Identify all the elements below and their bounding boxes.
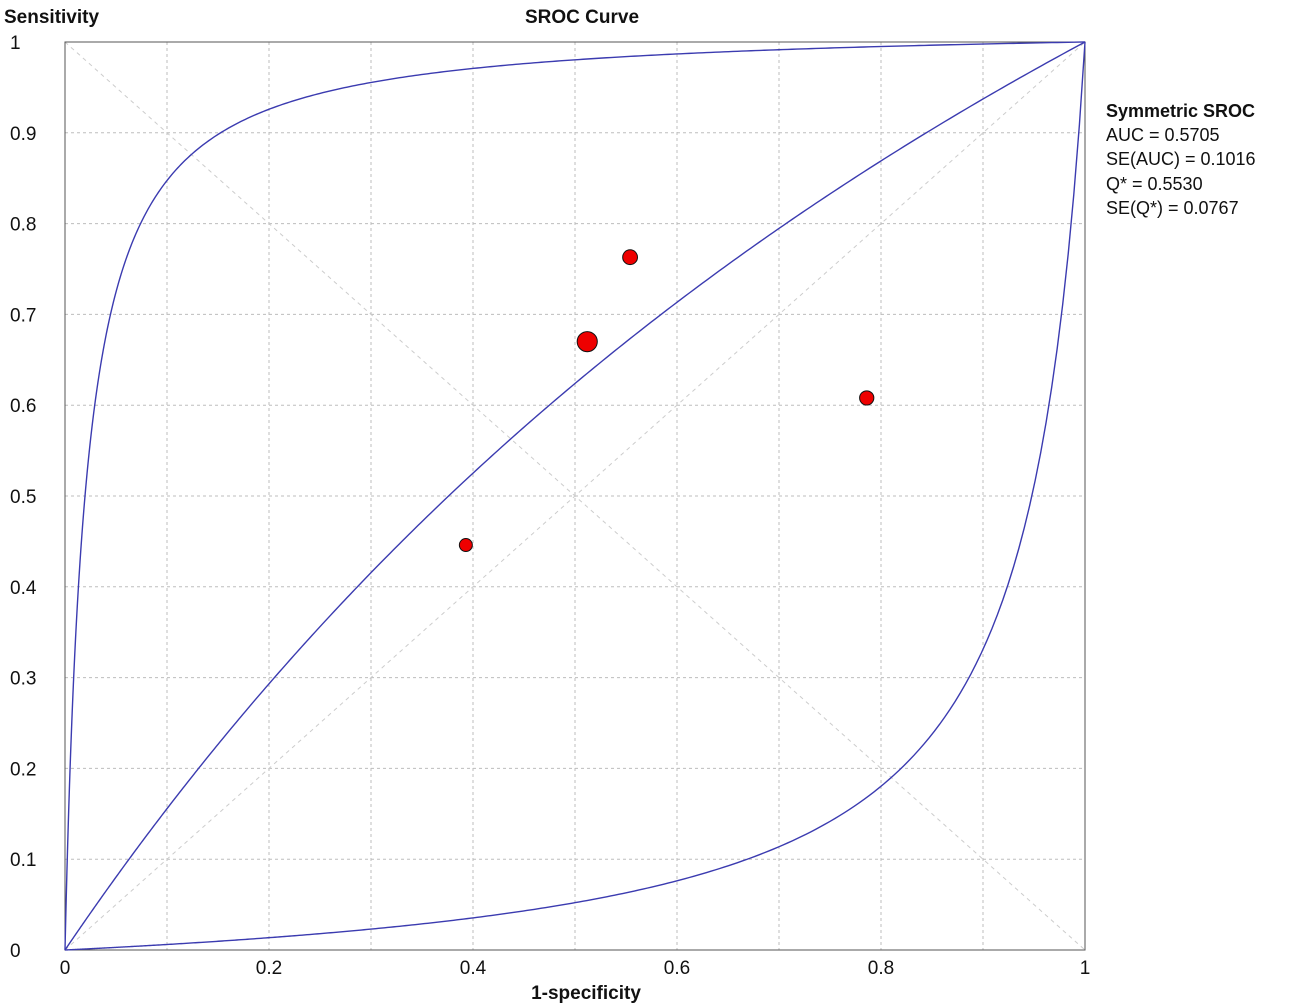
sroc-curve	[64, 41, 1086, 951]
y-tick-label: 0.2	[10, 759, 36, 780]
y-tick-label: 0.3	[10, 669, 36, 690]
legend-title: Symmetric SROC	[1106, 101, 1255, 121]
q-star-diagonal	[64, 41, 1086, 951]
y-tick-label: 0.8	[10, 215, 36, 236]
study-points	[458, 249, 875, 553]
upper-bound-curve	[64, 41, 1086, 950]
chart-title: SROC Curve	[525, 7, 639, 28]
y-tick-labels: 0 0.1 0.2 0.3 0.4 0.5 0.6 0.7 0.8 0.9 1	[10, 33, 37, 962]
study-point-3	[622, 249, 638, 266]
y-tick-label: 0.7	[10, 305, 36, 326]
y-tick-label: 0.4	[10, 578, 37, 599]
y-axis-title: Sensitivity	[4, 7, 99, 28]
x-tick-labels: 0 0.2 0.4 0.6 0.8 1	[60, 958, 1091, 979]
x-axis-title: 1-specificity	[531, 983, 641, 1004]
x-tick-label: 0.8	[868, 958, 894, 979]
y-tick-label: 0.6	[10, 396, 36, 417]
reference-diagonals	[64, 41, 1086, 951]
legend-se-q-star: SE(Q*) = 0.0767	[1106, 198, 1239, 218]
study-point-2	[576, 331, 598, 353]
legend-q-star: Q* = 0.5530	[1106, 174, 1203, 194]
x-tick-label: 0.2	[256, 958, 282, 979]
x-tick-label: 1	[1080, 958, 1091, 979]
x-tick-label: 0	[60, 958, 71, 979]
lower-bound-curve	[64, 41, 1086, 951]
sroc-curves	[64, 41, 1086, 951]
y-tick-label: 0.1	[10, 850, 36, 871]
y-tick-label: 0.5	[10, 487, 36, 508]
study-point-4	[859, 390, 875, 406]
legend: Symmetric SROC AUC = 0.5705 SE(AUC) = 0.…	[1106, 101, 1256, 218]
legend-auc: AUC = 0.5705	[1106, 125, 1220, 145]
y-tick-label: 0.9	[10, 124, 36, 145]
study-point-1	[458, 538, 473, 553]
x-tick-label: 0.4	[460, 958, 487, 979]
y-tick-label: 1	[10, 33, 21, 54]
legend-se-auc: SE(AUC) = 0.1016	[1106, 149, 1256, 169]
y-tick-label: 0	[10, 941, 21, 962]
plot-frame	[64, 41, 1086, 951]
x-tick-label: 0.6	[664, 958, 690, 979]
grid-lines	[65, 42, 1085, 950]
